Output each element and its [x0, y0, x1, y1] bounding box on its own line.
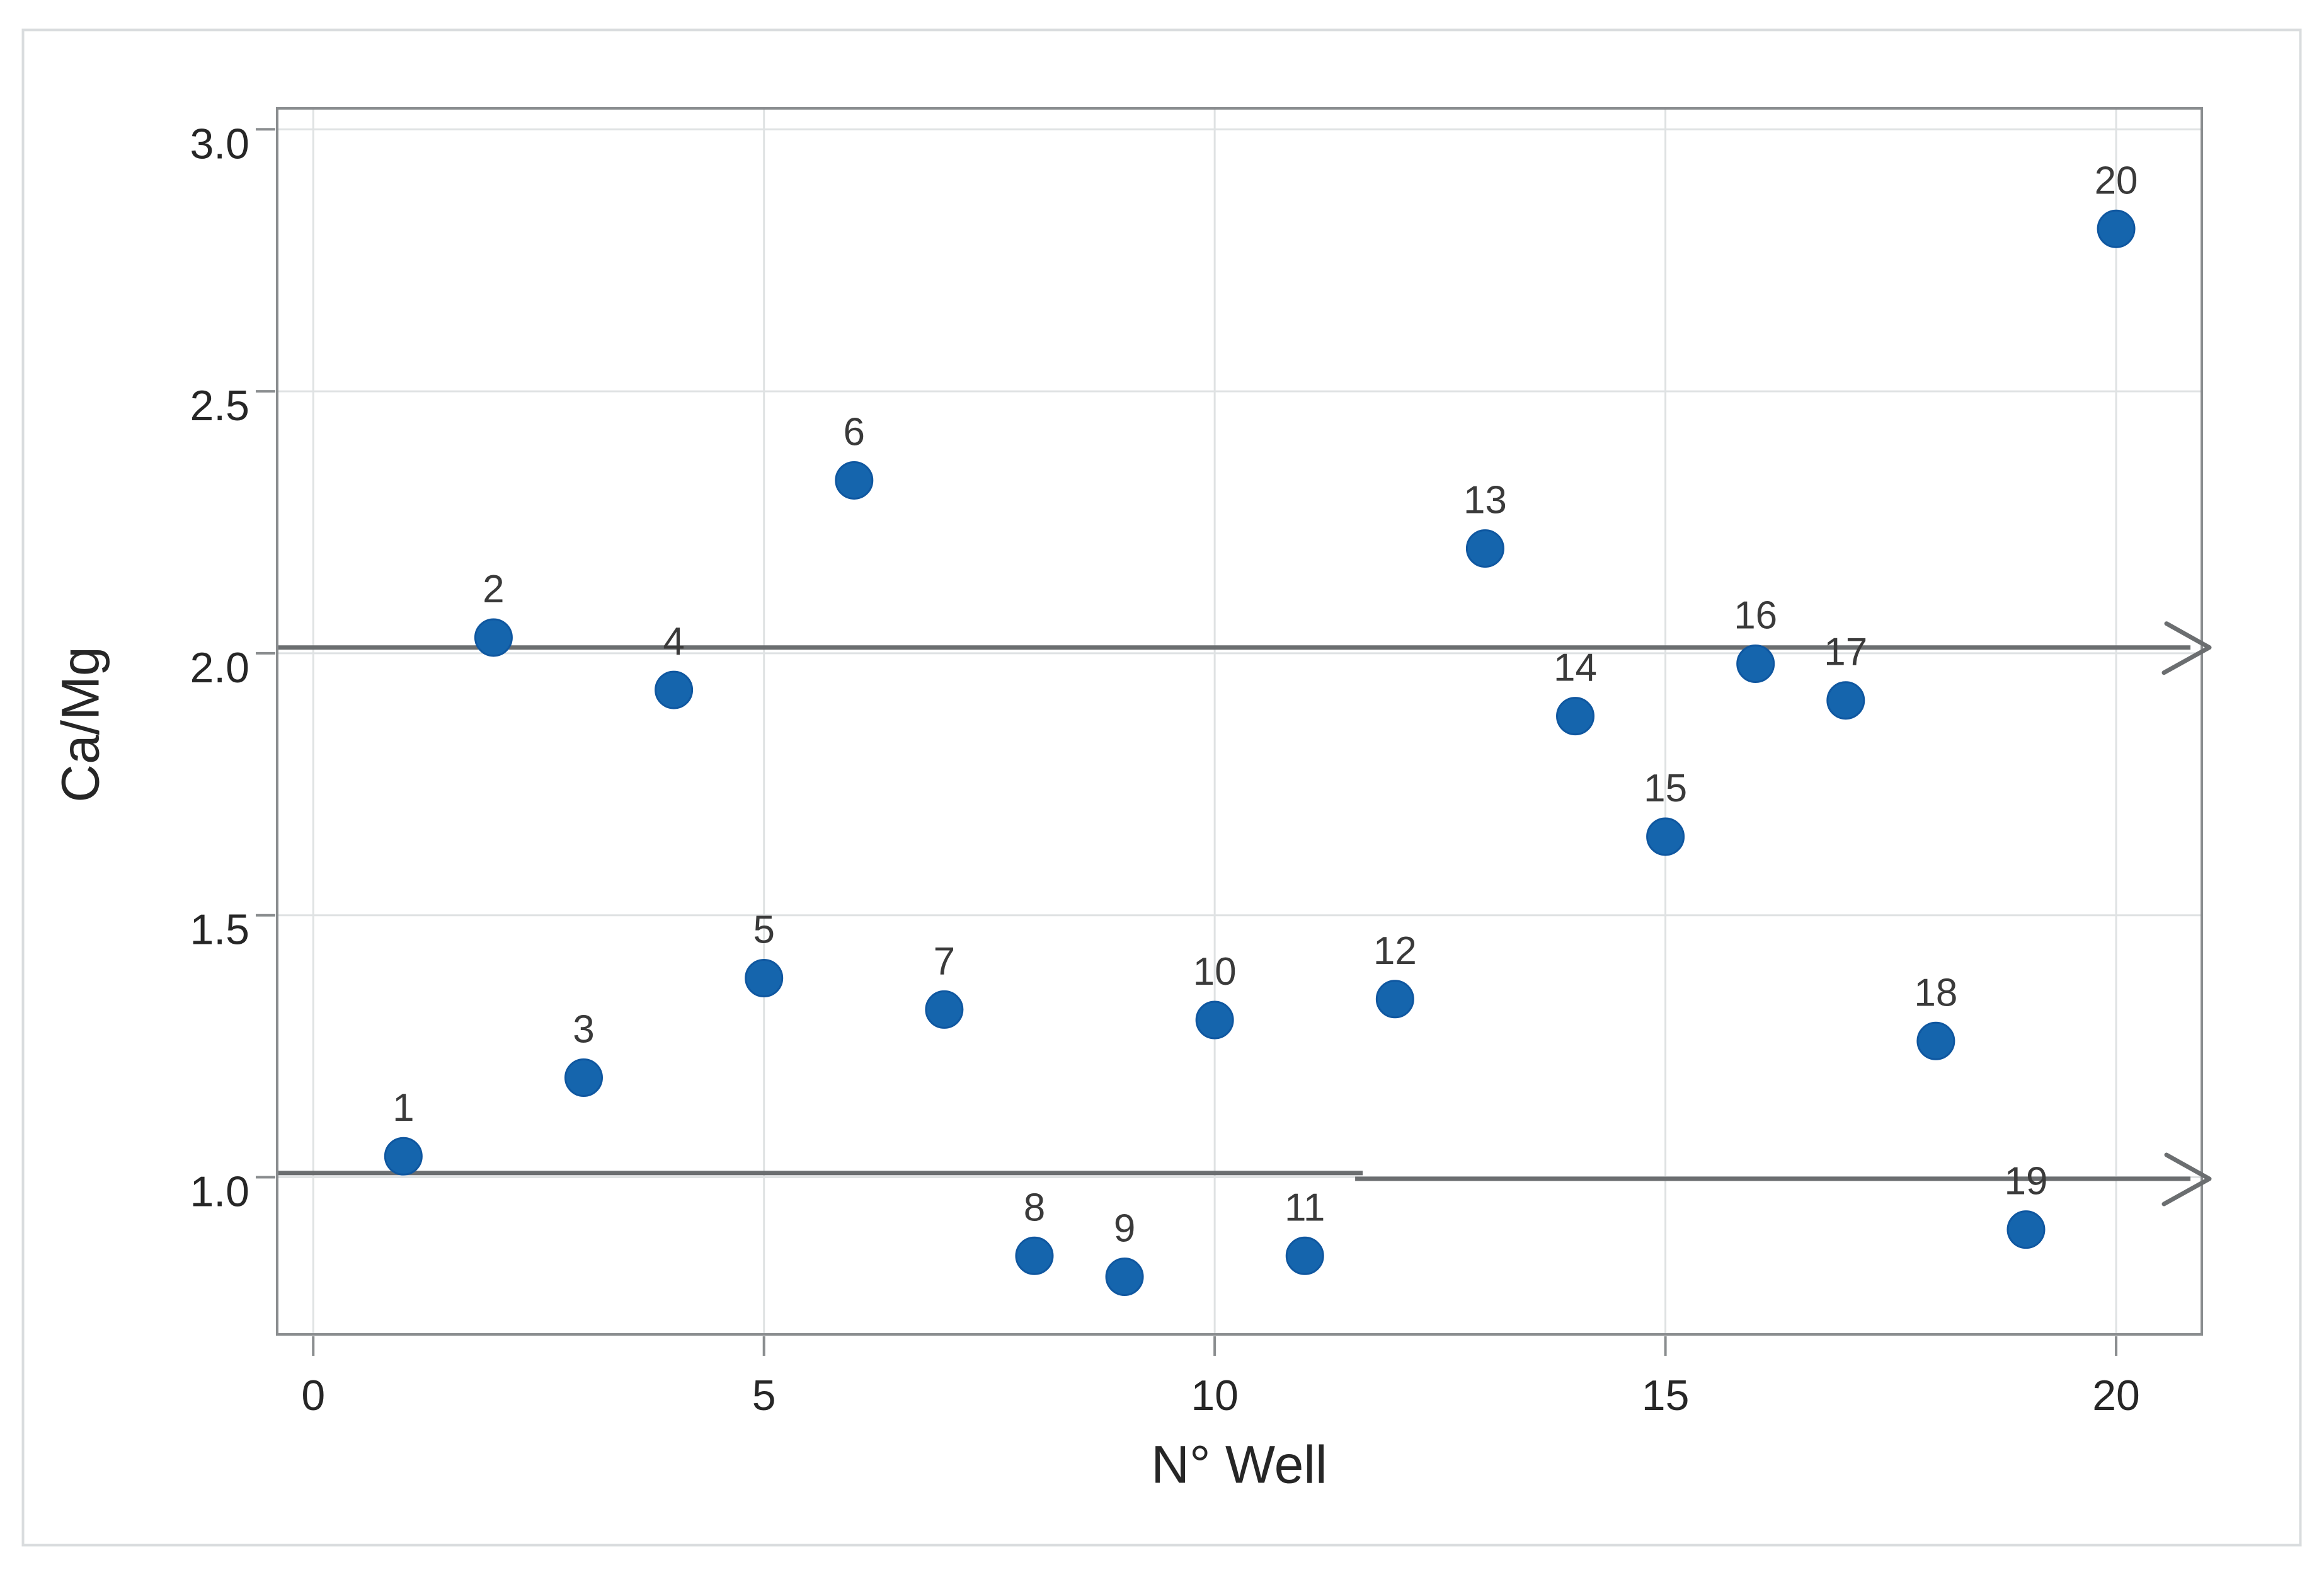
data-point [1556, 697, 1595, 736]
data-point-label: 5 [753, 908, 774, 951]
data-point [835, 461, 874, 500]
data-point-label: 20 [2095, 159, 2138, 202]
data-point-label: 1 [392, 1086, 414, 1130]
data-point-label: 16 [1734, 594, 1777, 638]
x-tick-label: 10 [1191, 1372, 1239, 1419]
x-axis-title: N° Well [1151, 1435, 1327, 1494]
y-tick-label: 1.5 [190, 906, 249, 954]
y-tick-label: 2.0 [190, 644, 249, 692]
data-point [384, 1137, 423, 1176]
data-point-label: 8 [1024, 1186, 1045, 1229]
data-point-label: 7 [934, 939, 955, 983]
y-tick-label: 3.0 [190, 120, 249, 168]
data-point-label: 3 [573, 1008, 594, 1052]
plot-border [276, 107, 2203, 1336]
y-axis-title: Ca/Mg [50, 646, 110, 803]
arrowhead-icon [2161, 1152, 2212, 1207]
data-point-label: 9 [1114, 1207, 1135, 1251]
data-point [1375, 980, 1414, 1019]
data-point [1465, 529, 1504, 568]
x-tick-label: 0 [301, 1372, 325, 1419]
x-tick-label: 15 [1642, 1372, 1690, 1419]
figure-border [21, 28, 2302, 1547]
data-point [1195, 1000, 1234, 1040]
data-point [1916, 1021, 1955, 1060]
data-point [1646, 817, 1685, 856]
data-point-label: 13 [1463, 479, 1507, 522]
x-tick-label: 5 [752, 1372, 776, 1419]
data-point [474, 618, 513, 657]
data-point-label: 14 [1554, 646, 1597, 690]
data-point-label: 11 [1285, 1186, 1325, 1229]
data-point-label: 12 [1373, 929, 1417, 973]
arrowhead-icon [2161, 621, 2212, 675]
data-point [745, 958, 784, 997]
data-point [1105, 1258, 1144, 1297]
data-point-label: 17 [1824, 631, 1867, 674]
data-point-label: 19 [2004, 1160, 2047, 1203]
data-point-label: 2 [483, 568, 504, 611]
data-point-label: 18 [1914, 971, 1957, 1014]
y-tick-label: 2.5 [190, 382, 249, 430]
y-tick-label: 1.0 [190, 1168, 249, 1216]
data-point-label: 4 [663, 620, 684, 663]
data-point [2097, 209, 2136, 248]
data-point-label: 15 [1644, 767, 1687, 810]
data-point [1015, 1236, 1054, 1275]
data-point [564, 1058, 604, 1098]
data-point-label: 6 [844, 410, 865, 454]
data-point [1285, 1236, 1324, 1275]
x-tick-label: 20 [2092, 1372, 2140, 1419]
data-point [1826, 681, 1865, 720]
data-point [1736, 645, 1775, 684]
data-point [925, 990, 964, 1029]
data-point-label: 10 [1193, 950, 1237, 994]
data-point [2006, 1210, 2046, 1249]
data-point [655, 670, 694, 709]
